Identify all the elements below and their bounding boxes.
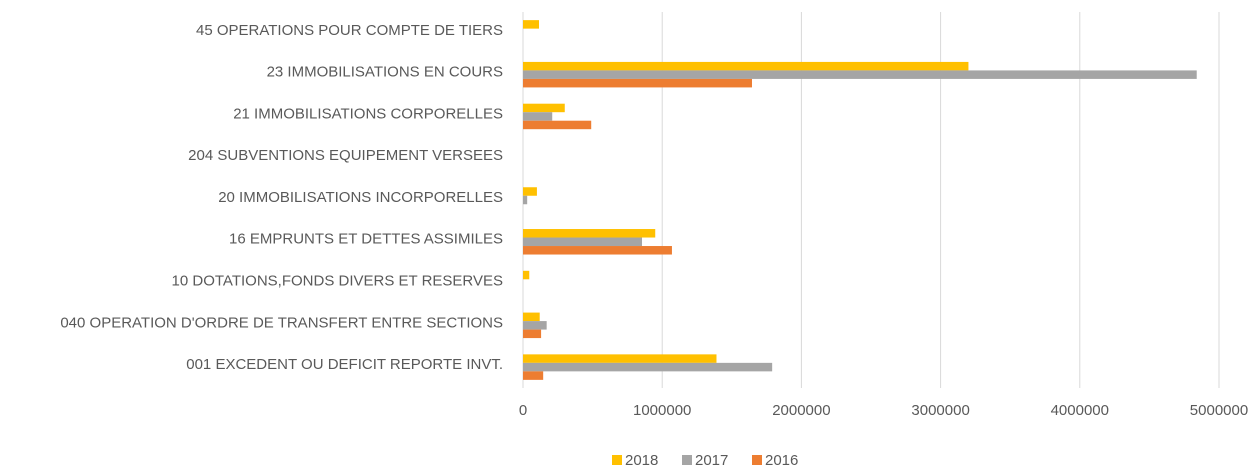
bar — [523, 270, 530, 280]
bar — [523, 246, 672, 255]
x-tick-label: 5000000 — [1190, 402, 1248, 419]
y-tick-label: 001 EXCEDENT OU DEFICIT REPORTE INVT. — [186, 356, 503, 373]
bar — [523, 20, 540, 29]
bar — [523, 70, 1197, 79]
bar — [523, 61, 969, 71]
legend-swatch — [612, 455, 622, 465]
bar — [523, 371, 544, 380]
bar — [523, 120, 592, 130]
bar — [523, 229, 656, 238]
x-tick-label: 0 — [519, 402, 527, 419]
bar — [523, 103, 565, 113]
y-tick-label: 45 OPERATIONS POUR COMPTE DE TIERS — [196, 22, 503, 39]
bar — [523, 362, 773, 372]
y-tick-label: 040 OPERATION D'ORDRE DE TRANSFERT ENTRE… — [60, 314, 503, 331]
legend-label: 2018 — [625, 452, 658, 468]
bar — [523, 195, 528, 205]
legend-swatch — [752, 455, 762, 465]
x-tick-label: 4000000 — [1051, 402, 1109, 419]
bar — [523, 354, 717, 363]
bar — [523, 237, 643, 247]
bar — [523, 312, 540, 322]
y-tick-label: 16 EMPRUNTS ET DETTES ASSIMILES — [229, 231, 503, 248]
y-tick-label: 20 IMMOBILISATIONS INCORPORELLES — [218, 189, 503, 206]
bar — [523, 329, 542, 339]
y-tick-label: 23 IMMOBILISATIONS EN COURS — [267, 64, 503, 81]
y-tick-label: 10 DOTATIONS,FONDS DIVERS ET RESERVES — [172, 273, 503, 290]
bar — [523, 112, 553, 121]
bar — [523, 187, 537, 196]
legend-swatch — [682, 455, 692, 465]
legend-label: 2016 — [765, 452, 798, 468]
y-tick-label: 204 SUBVENTIONS EQUIPEMENT VERSEES — [188, 147, 503, 164]
x-tick-label: 3000000 — [911, 402, 969, 419]
bar — [523, 321, 547, 330]
x-tick-label: 1000000 — [633, 402, 691, 419]
y-tick-label: 21 IMMOBILISATIONS CORPORELLES — [233, 105, 503, 122]
x-tick-label: 2000000 — [772, 402, 830, 419]
bar — [523, 78, 752, 88]
legend-label: 2017 — [695, 452, 728, 468]
